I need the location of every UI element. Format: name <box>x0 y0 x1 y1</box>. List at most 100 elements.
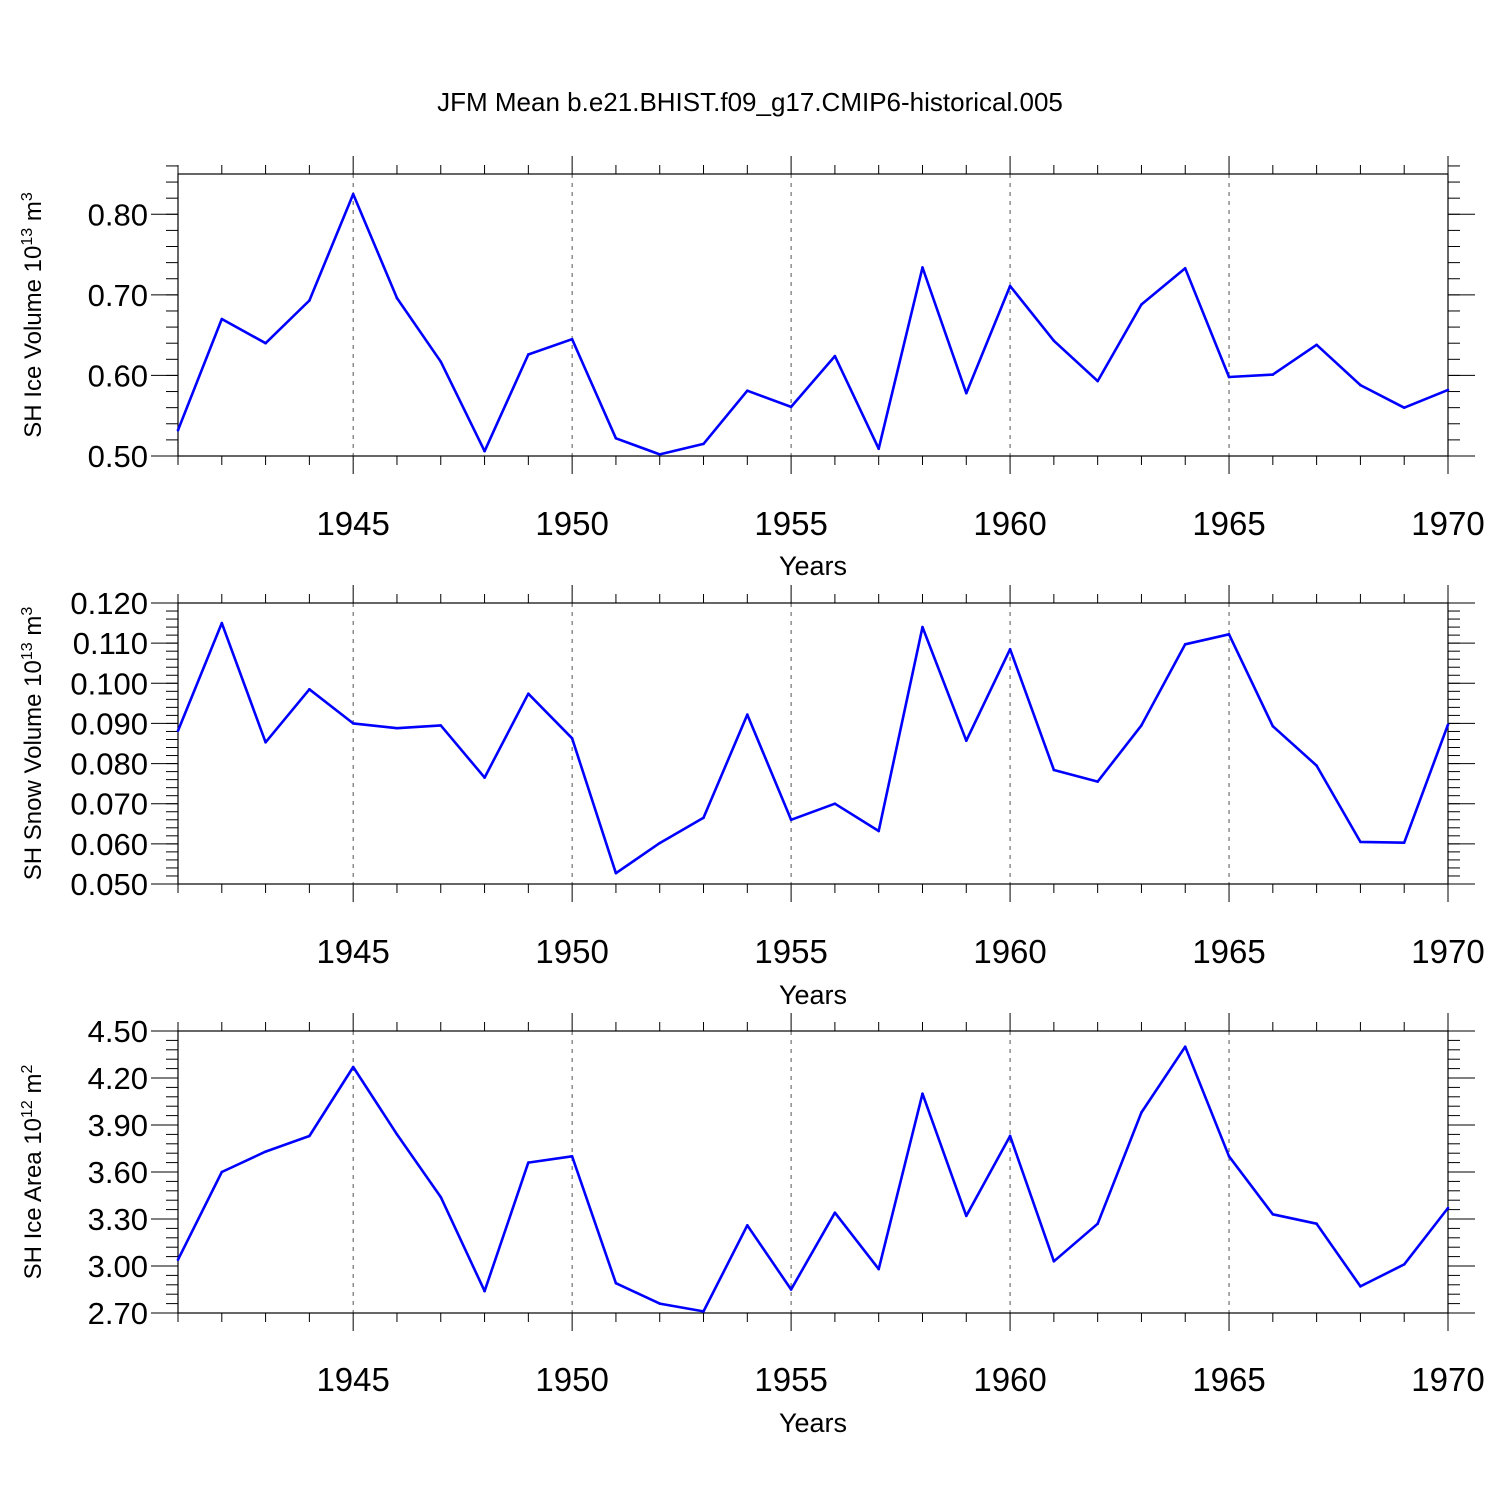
x-tick-label: 1955 <box>754 933 827 970</box>
data-point <box>658 1302 662 1305</box>
y-axis-label: SH Snow Volume 1013 m3 <box>19 607 47 881</box>
data-point <box>439 724 443 727</box>
data-point <box>1052 1260 1056 1263</box>
y-tick-label: 3.30 <box>88 1202 148 1237</box>
data-point <box>1402 1263 1406 1266</box>
panel-ice-volume: 0.50 0.60 0.70 0.80 1945 1950 1955 1960 1965 1970… <box>19 156 1485 581</box>
data-point <box>658 453 662 456</box>
data-point <box>176 729 180 732</box>
x-tick-label: 1965 <box>1192 933 1265 970</box>
data-point <box>395 296 399 300</box>
data-point <box>1315 343 1318 347</box>
data-point <box>1183 266 1187 270</box>
x-tick-label: 1970 <box>1411 1361 1484 1398</box>
data-point <box>746 1223 749 1227</box>
x-tick-label: 1950 <box>535 1361 608 1398</box>
x-tick-label: 1960 <box>973 1361 1046 1398</box>
data-point <box>1446 388 1450 392</box>
data-point <box>1140 1111 1143 1114</box>
data-point <box>264 1150 267 1153</box>
y-tick-label: 0.100 <box>70 666 148 701</box>
y-tick-label: 0.60 <box>88 358 148 393</box>
x-tick-label: 1955 <box>754 1361 827 1398</box>
data-point <box>1008 284 1012 288</box>
data-point <box>1183 643 1187 646</box>
data-point <box>614 436 618 440</box>
data-point <box>921 625 924 629</box>
y-tick-label: 0.070 <box>70 787 148 822</box>
data-point <box>176 1258 180 1262</box>
y-tick-label: 0.110 <box>73 626 148 661</box>
y-tick-label: 3.90 <box>88 1108 148 1143</box>
data-point <box>570 337 574 341</box>
series-line <box>176 621 1450 875</box>
y-tick-label: 4.50 <box>88 1014 148 1049</box>
data-point <box>308 299 311 302</box>
data-point <box>1052 768 1056 772</box>
data-point <box>220 1170 224 1174</box>
data-point <box>746 389 749 393</box>
y-tick-label: 3.60 <box>88 1155 148 1190</box>
data-point <box>220 621 224 625</box>
data-point <box>1140 303 1143 306</box>
data-point <box>702 816 705 820</box>
data-point <box>264 341 267 345</box>
data-point <box>176 428 180 432</box>
x-axis-label: Years <box>779 551 847 581</box>
y-tick-label: 0.50 <box>88 439 148 474</box>
y-tick-label: 0.060 <box>70 827 148 862</box>
data-point <box>439 360 443 364</box>
data-point <box>789 818 793 822</box>
series-line <box>176 1045 1450 1313</box>
x-tick-label: 1970 <box>1411 933 1484 970</box>
x-tick-label: 1950 <box>535 505 608 542</box>
data-point <box>746 713 749 716</box>
x-tick-label: 1955 <box>754 505 827 542</box>
data-point <box>1359 1285 1362 1288</box>
data-point <box>351 1065 355 1069</box>
data-point <box>702 1310 705 1313</box>
x-tick-label: 1965 <box>1192 1361 1265 1398</box>
data-point <box>483 1289 486 1293</box>
x-tick-label: 1950 <box>535 933 608 970</box>
data-point <box>1183 1045 1187 1048</box>
data-point <box>1227 633 1231 636</box>
data-point <box>1096 1222 1099 1225</box>
data-point <box>527 1161 530 1164</box>
data-point <box>877 447 880 451</box>
data-point <box>308 688 311 691</box>
y-tick-label: 0.70 <box>88 278 148 313</box>
data-point <box>395 726 399 730</box>
x-axis-label: Years <box>779 980 847 1010</box>
y-tick-label: 0.120 <box>70 586 148 621</box>
data-point <box>1446 723 1450 726</box>
series-line <box>176 192 1449 456</box>
data-point <box>1359 840 1362 844</box>
data-point <box>220 317 224 321</box>
x-tick-label: 1945 <box>316 1361 389 1398</box>
y-tick-label: 0.090 <box>70 706 148 741</box>
data-point <box>789 405 793 409</box>
data-point <box>1227 1155 1231 1158</box>
data-point <box>527 353 530 356</box>
data-point <box>1008 1134 1012 1138</box>
y-tick-label: 0.80 <box>88 197 148 232</box>
y-tick-label: 0.050 <box>70 867 148 902</box>
data-point <box>921 266 924 269</box>
y-axis-label: SH Ice Volume 1013 m3 <box>19 192 47 438</box>
data-point <box>351 192 355 196</box>
y-tick-label: 0.080 <box>70 747 148 782</box>
data-point <box>1271 724 1275 728</box>
data-point <box>614 871 618 875</box>
data-point <box>964 1214 968 1218</box>
data-point <box>833 354 837 358</box>
x-tick-label: 1970 <box>1411 505 1484 542</box>
panel-ice-area: 2.70 3.00 3.30 3.60 3.90 4.20 4.50 1945 1950 1955… <box>19 1013 1485 1438</box>
y-tick-label: 4.20 <box>88 1061 148 1096</box>
data-point <box>483 776 486 779</box>
x-tick-label: 1960 <box>973 933 1046 970</box>
x-tick-label: 1965 <box>1192 505 1265 542</box>
data-point <box>964 391 968 395</box>
data-point <box>658 841 662 845</box>
data-point <box>1315 764 1318 767</box>
